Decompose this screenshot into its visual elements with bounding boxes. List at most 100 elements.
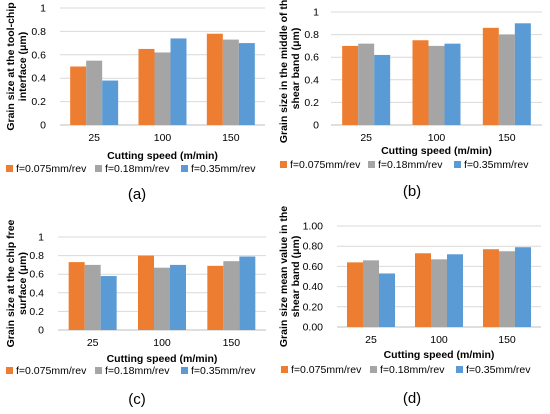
bar — [154, 52, 171, 125]
bar — [428, 45, 445, 125]
x-tick-label: 100 — [153, 337, 171, 349]
bar — [68, 262, 85, 330]
y-tick-label: 1 — [313, 7, 319, 19]
y-axis-label: Grain size in the middle of theshear ban… — [278, 0, 302, 143]
bar — [170, 264, 186, 330]
bar — [154, 267, 170, 330]
figure-caption: (b) — [403, 183, 421, 200]
legend-label: f=0.075mm/rev — [290, 159, 361, 171]
bar — [102, 80, 119, 125]
x-tick-label: 25 — [360, 132, 372, 144]
bar — [447, 254, 463, 327]
legend-label: f=0.18mm/rev — [378, 159, 443, 171]
legend-label: f=0.18mm/rev — [105, 163, 170, 175]
y-axis-label-line: interface (μm) — [17, 32, 29, 101]
bar — [415, 253, 431, 327]
x-tick-label: 100 — [428, 132, 446, 144]
bar — [482, 27, 499, 125]
bar-chart: 0 0.2 0.4 0.6 0.8 1 25 100 150 Cutting speed (m/m… — [5, 2, 265, 203]
legend-label: f=0.075mm/rev — [291, 364, 362, 376]
y-axis-label-line: Grain size at the chip free — [5, 219, 17, 347]
y-axis-label-line: shear band (μm) — [290, 28, 302, 110]
legend-label: f=0.18mm/rev — [380, 364, 445, 376]
y-tick-label: 0.20 — [303, 301, 324, 313]
x-tick-label: 150 — [498, 132, 516, 144]
bar — [84, 264, 101, 330]
bar-chart: 0 0.2 0.4 0.6 0.8 1 25 100 150 Cutting speed (m/m… — [278, 0, 542, 200]
chart-panel-a: 0 0.2 0.4 0.6 0.8 1 25 100 150 Cutting speed (m/m… — [0, 0, 275, 207]
legend-swatch — [6, 367, 13, 374]
bar — [515, 247, 531, 327]
x-axis-label: Cutting speed (m/min) — [384, 349, 495, 361]
y-tick-label: 0.2 — [29, 306, 44, 318]
y-tick-label: 0 — [38, 325, 44, 337]
legend-swatch — [95, 165, 102, 172]
y-tick-label: 0.6 — [29, 269, 44, 281]
legend-label: f=0.18mm/rev — [105, 365, 170, 377]
y-tick-label: 0.2 — [31, 96, 46, 108]
bar — [514, 23, 531, 125]
x-axis-label: Cutting speed (m/min) — [107, 150, 218, 162]
legend-swatch — [280, 161, 287, 168]
bar — [138, 48, 155, 126]
bar — [170, 38, 187, 125]
y-axis-label: Grain size at the chip freesurface (μm) — [5, 219, 29, 347]
figure-caption: (c) — [128, 391, 146, 408]
x-tick-label: 100 — [154, 132, 172, 144]
y-tick-label: 0.4 — [31, 73, 46, 85]
x-tick-label: 25 — [88, 132, 100, 144]
x-tick-label: 150 — [223, 337, 241, 349]
y-tick-label: 0.6 — [304, 52, 319, 64]
legend-swatch — [281, 366, 288, 373]
bar — [238, 43, 255, 125]
chart-panel-b: 0 0.2 0.4 0.6 0.8 1 25 100 150 Cutting speed (m/m… — [275, 0, 550, 207]
x-tick-label: 150 — [222, 132, 240, 144]
bar — [239, 256, 256, 330]
y-tick-label: 0 — [313, 120, 319, 132]
y-axis-label-line: Grain size mean value in the — [278, 206, 290, 347]
y-tick-label: 1 — [38, 232, 44, 244]
bar — [363, 260, 379, 327]
y-tick-label: 0.2 — [304, 97, 319, 109]
bar — [358, 43, 375, 125]
bar — [222, 39, 239, 126]
y-tick-label: 1 — [40, 3, 46, 15]
y-tick-label: 0 — [40, 120, 46, 132]
bar — [347, 262, 363, 327]
legend-label: f=0.075mm/rev — [16, 365, 87, 377]
y-tick-label: 0.80 — [303, 241, 324, 253]
x-tick-label: 150 — [498, 334, 516, 346]
bar — [412, 40, 429, 125]
bar — [86, 60, 103, 125]
y-tick-label: 0.8 — [304, 29, 319, 41]
figure-caption: (d) — [403, 390, 421, 407]
legend-label: f=0.35mm/rev — [464, 159, 529, 171]
bar — [100, 276, 117, 330]
figure-caption: (a) — [128, 186, 146, 203]
chart-panel-c: 0 0.2 0.4 0.6 0.8 1 25 100 150 Cutting speed (m/m… — [0, 207, 275, 414]
bar-chart: 0 0.2 0.4 0.6 0.8 1 25 100 150 Cutting speed (m/m… — [5, 219, 266, 408]
bar — [483, 249, 499, 327]
legend-label: f=0.35mm/rev — [191, 365, 256, 377]
legend-swatch — [6, 165, 13, 172]
y-tick-label: 0.8 — [31, 26, 46, 38]
bar — [138, 255, 154, 330]
y-axis-label-line: Grain size at the tool-chip — [5, 2, 17, 130]
bar — [444, 43, 461, 125]
legend-swatch — [181, 367, 188, 374]
y-axis-label: Grain size mean value in theshear band (… — [278, 206, 302, 347]
legend-label: f=0.075mm/rev — [16, 163, 87, 175]
y-tick-label: 0.6 — [31, 49, 46, 61]
bar-chart: 0.00 0.20 0.40 0.60 0.80 1.00 25 100 150Cutting … — [278, 206, 541, 407]
legend-swatch — [456, 366, 463, 373]
legend-swatch — [370, 366, 377, 373]
legend-label: f=0.35mm/rev — [466, 364, 531, 376]
legend-swatch — [95, 367, 102, 374]
legend-swatch — [454, 161, 461, 168]
x-axis-label: Cutting speed (m/min) — [381, 145, 492, 157]
y-axis-label: Grain size at the tool-chipinterface (μm… — [5, 2, 29, 130]
bar — [431, 259, 447, 327]
bar — [498, 34, 515, 125]
chart-panel-d: 0.00 0.20 0.40 0.60 0.80 1.00 25 100 150 Cutting … — [275, 206, 550, 414]
bar — [374, 54, 391, 125]
